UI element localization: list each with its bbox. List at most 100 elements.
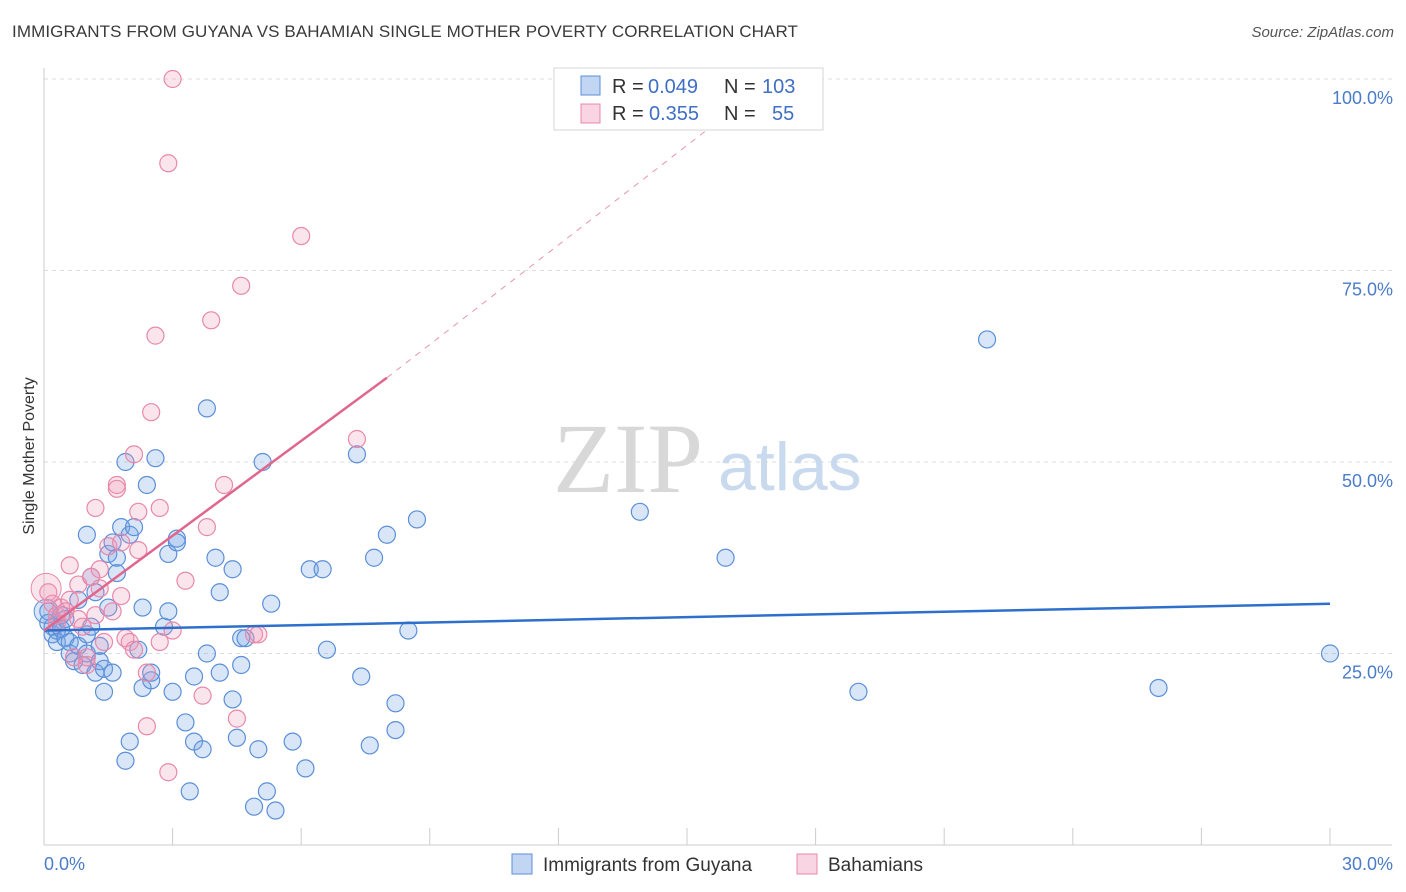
point-guyana	[184, 667, 204, 686]
point-bahamian	[94, 632, 114, 652]
point-guyana	[94, 659, 114, 678]
point-bahamian	[347, 429, 367, 449]
point-bahamian	[232, 276, 251, 295]
point-guyana	[296, 759, 315, 778]
point-guyana	[399, 621, 418, 640]
point-guyana	[193, 740, 212, 759]
point-guyana	[146, 449, 165, 468]
point-guyana	[317, 640, 337, 659]
series-legend-swatch-guyana	[511, 853, 533, 875]
watermark-zip: ZIP	[553, 403, 703, 514]
point-bahamian	[107, 479, 126, 498]
point-guyana	[137, 475, 156, 495]
legend-r-value-2: 0.355	[649, 103, 699, 125]
point-bahamian	[77, 655, 96, 675]
point-guyana	[124, 518, 144, 537]
point-bahamian	[150, 632, 169, 652]
point-guyana	[386, 694, 405, 713]
point-bahamian	[112, 586, 131, 606]
point-bahamian	[39, 583, 58, 602]
point-guyana	[94, 682, 114, 701]
trend-line-guyana	[43, 602, 1331, 632]
point-bahamian	[60, 556, 79, 575]
y-axis-label: Single Mother Poverty	[21, 377, 38, 534]
point-guyana	[223, 560, 242, 579]
point-guyana	[716, 548, 735, 567]
trend-line-bahamian-extension	[386, 78, 774, 379]
legend-n-label-2: N =	[724, 103, 756, 125]
point-guyana	[133, 598, 152, 617]
series-guyana-points	[33, 330, 1340, 820]
point-bahamian	[142, 403, 161, 422]
point-guyana	[232, 655, 251, 675]
point-guyana	[977, 330, 997, 349]
point-bahamian	[103, 602, 122, 621]
legend-n-label-1: N =	[724, 76, 756, 98]
legend-r-label-2: R =	[612, 103, 644, 125]
point-guyana	[197, 644, 216, 663]
point-guyana	[347, 445, 367, 464]
legend-swatch-guyana	[580, 75, 601, 96]
point-guyana	[249, 740, 268, 759]
point-guyana	[283, 732, 302, 751]
point-bahamian	[124, 445, 144, 464]
point-bahamian	[150, 498, 169, 518]
point-guyana	[107, 563, 126, 583]
point-bahamian	[146, 326, 165, 345]
x-tick-labels: 0.0% 30.0%	[44, 854, 1393, 874]
legend-n-value-2: 55	[772, 103, 794, 125]
trend-line-bahamian	[43, 376, 388, 632]
point-bahamian	[159, 763, 178, 782]
point-guyana	[1320, 644, 1340, 663]
point-guyana	[407, 510, 427, 529]
x-tick-label: 30.0%	[1342, 854, 1393, 874]
legend-r-value-1: 0.049	[648, 76, 698, 98]
point-guyana	[244, 797, 264, 816]
point-guyana	[1149, 678, 1168, 698]
point-guyana	[180, 782, 199, 801]
y-tick-label: 75.0%	[1342, 280, 1393, 300]
point-bahamian	[107, 475, 126, 495]
point-guyana	[210, 583, 229, 602]
chart-title: IMMIGRANTS FROM GUYANA VS BAHAMIAN SINGL…	[12, 22, 799, 41]
legend-r-label-1: R =	[612, 76, 644, 98]
point-guyana	[227, 728, 246, 747]
series-legend: Immigrants from Guyana Bahamians	[511, 853, 923, 876]
point-bahamian	[227, 709, 246, 728]
point-bahamian	[90, 560, 109, 579]
series-bahamian-points	[30, 69, 367, 782]
gridlines	[44, 78, 1392, 654]
point-bahamian	[214, 475, 234, 495]
stats-legend-box	[553, 67, 824, 131]
point-bahamian	[197, 518, 216, 537]
point-guyana	[364, 548, 384, 567]
y-tick-labels: 25.0% 50.0% 75.0% 100.0%	[1332, 88, 1393, 683]
point-bahamian	[86, 606, 105, 625]
point-guyana	[223, 690, 242, 709]
point-guyana	[352, 667, 371, 686]
point-guyana	[197, 399, 216, 418]
point-guyana	[210, 663, 229, 682]
axes	[43, 68, 1392, 846]
point-guyana	[257, 782, 277, 801]
point-guyana	[386, 720, 405, 740]
point-guyana	[300, 560, 319, 579]
point-guyana	[266, 801, 285, 820]
point-bahamian	[159, 154, 178, 173]
x-tick-label: 0.0%	[44, 854, 85, 874]
series-legend-label-bahamian: Bahamians	[828, 855, 923, 876]
point-bahamian	[60, 590, 79, 609]
point-bahamian	[193, 686, 212, 705]
legend-swatch-bahamian	[580, 103, 601, 124]
series-legend-swatch-bahamian	[796, 853, 818, 875]
point-bahamian	[86, 498, 105, 518]
point-guyana	[377, 525, 397, 544]
point-guyana-large	[33, 598, 59, 624]
point-bahamian	[129, 502, 148, 521]
point-bahamian	[77, 648, 96, 667]
point-bahamian	[137, 663, 156, 682]
point-guyana	[262, 594, 281, 613]
source-label: Source: ZipAtlas.com	[1251, 24, 1394, 41]
point-bahamian	[137, 717, 156, 736]
